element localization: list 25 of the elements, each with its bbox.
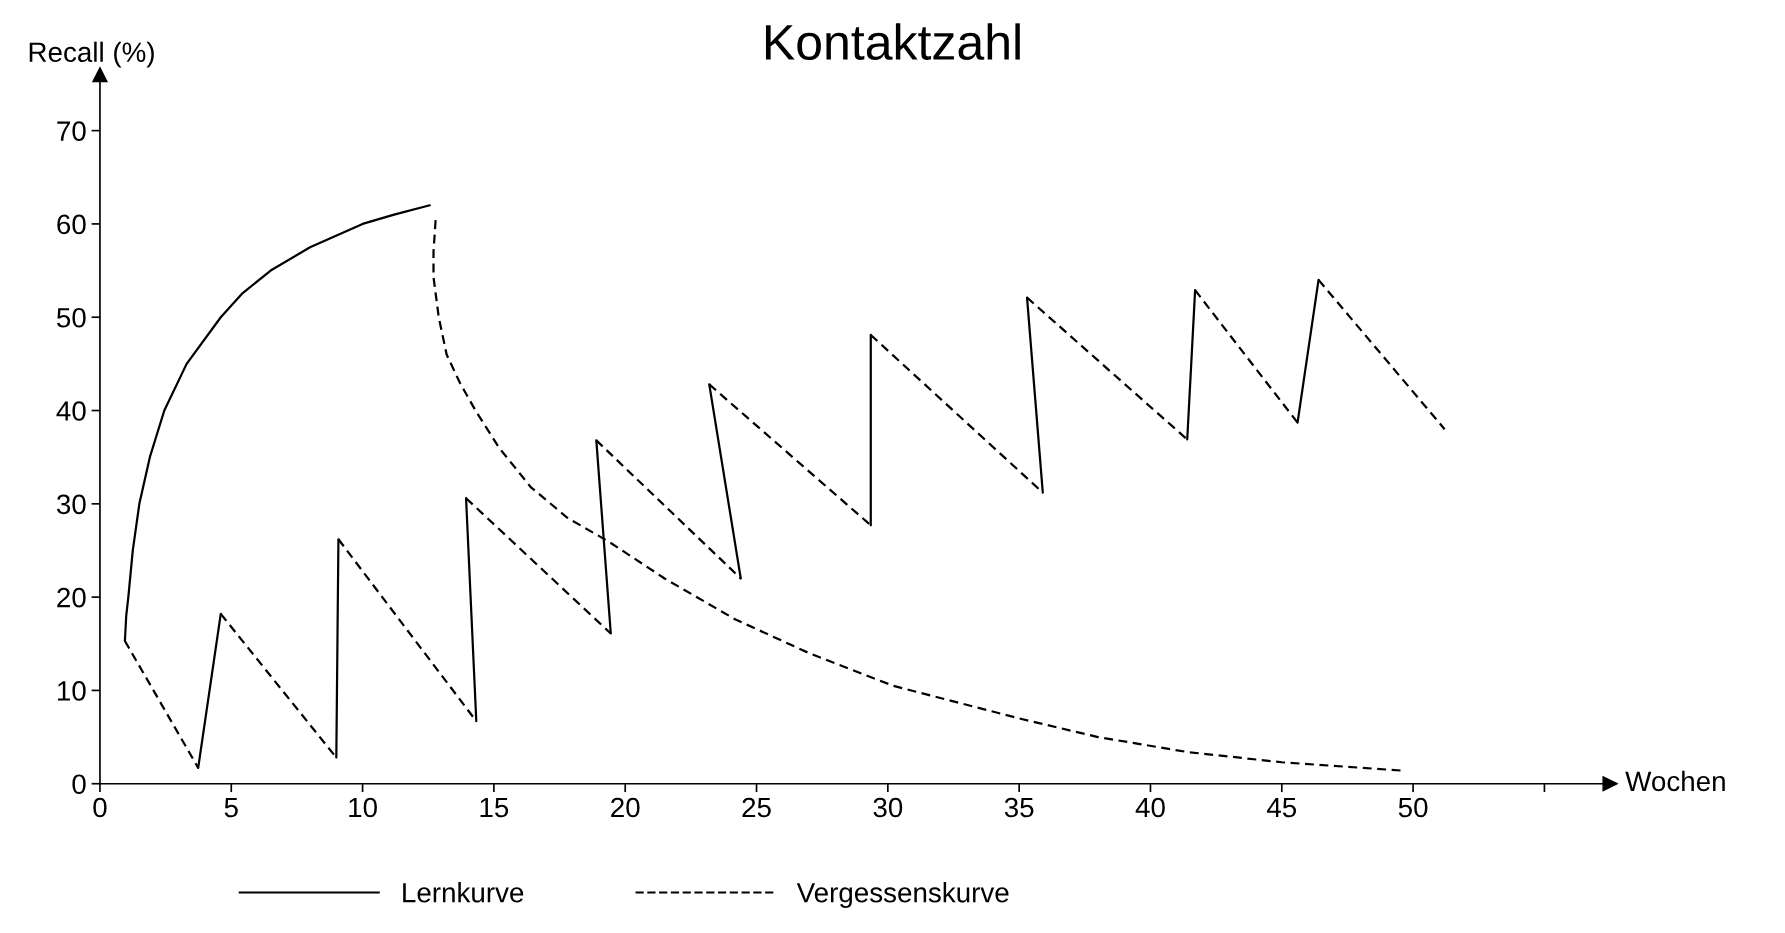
x-tick-label: 10 <box>349 797 377 818</box>
x-tick-label: 30 <box>873 797 903 818</box>
chart-title: Kontaktzahl <box>765 23 1020 61</box>
line-series <box>432 219 1404 772</box>
y-tick-label: 30 <box>56 494 86 515</box>
x-tick-label: 35 <box>1004 797 1034 818</box>
y-tick-label: 0 <box>72 774 86 795</box>
x-tick-label: 25 <box>742 797 771 818</box>
x-tick-label: 45 <box>1266 797 1297 818</box>
y-tick-label: 20 <box>57 587 86 608</box>
x-axis-title: Wochen <box>1625 770 1725 792</box>
y-tick-label: 50 <box>56 307 86 328</box>
y-tick-label: 60 <box>57 214 86 235</box>
legend-label: Vergessenskurve <box>796 882 1009 908</box>
y-tick-label: 40 <box>56 401 86 421</box>
x-tick-label: 40 <box>1135 797 1165 818</box>
x-tick-label: 15 <box>480 797 509 818</box>
y-axis-title: Recall (%) <box>29 41 154 68</box>
x-tick-label: 50 <box>1398 797 1428 818</box>
y-tick-label: 10 <box>57 681 86 701</box>
y-tick-label: 70 <box>57 121 86 141</box>
x-tick-label: 0 <box>93 797 107 818</box>
legend-label: Lernkurve <box>403 882 524 903</box>
x-tick-label: 5 <box>224 797 238 818</box>
x-tick-label: 20 <box>611 797 640 818</box>
